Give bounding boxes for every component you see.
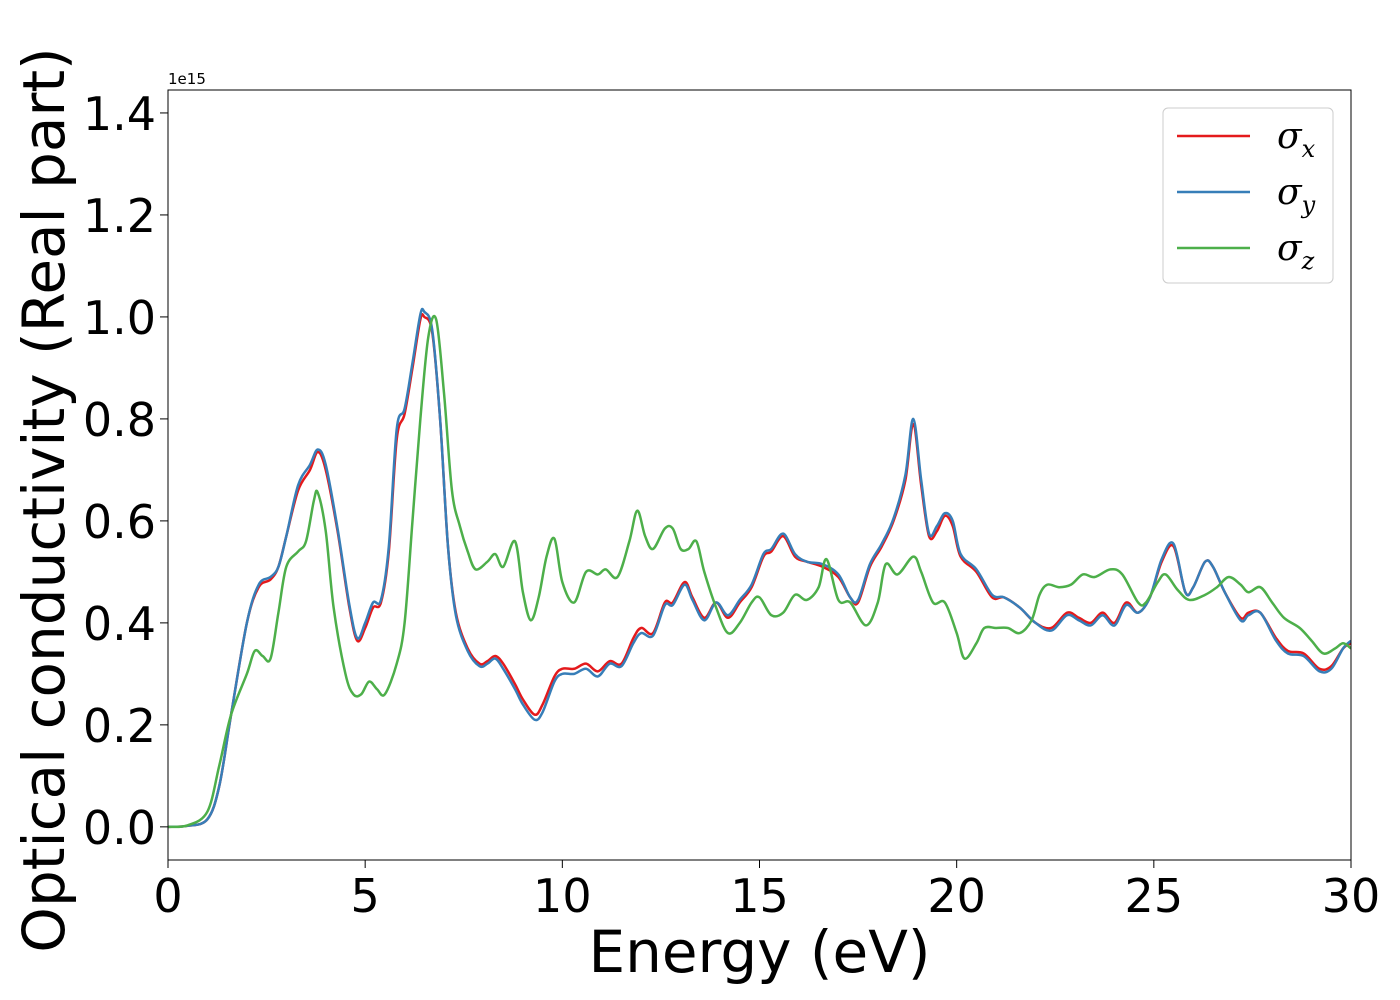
y-axis-label: Optical conductivity (Real part) — [10, 47, 78, 952]
y-tick-label: 0.6 — [83, 495, 156, 549]
x-tick-label: 30 — [1322, 869, 1381, 923]
x-axis: 0 5 10 15 20 25 30 — [153, 860, 1380, 923]
legend-label: σx — [1277, 116, 1316, 163]
y-tick-label: 0.8 — [83, 393, 156, 447]
y-offset-label: 1e15 — [168, 70, 206, 88]
legend-item-z: σz — [1177, 228, 1315, 275]
legend-box — [1162, 107, 1334, 284]
legend: σx σy σz — [1162, 107, 1334, 284]
y-tick-label: 0.2 — [83, 699, 156, 753]
y-axis: 0.0 0.2 0.4 0.6 0.8 1.0 1.2 1.4 — [83, 87, 168, 855]
y-tick-label: 1.4 — [83, 87, 156, 141]
x-tick-label: 10 — [533, 869, 592, 923]
y-tick-label: 0.4 — [83, 597, 156, 651]
legend-item-x: σx — [1177, 116, 1316, 163]
series-line-y — [168, 307, 1351, 829]
series-line-z — [168, 314, 1351, 829]
x-tick-label: 0 — [153, 869, 182, 923]
x-tick-label: 20 — [927, 869, 986, 923]
y-tick-label: 1.2 — [83, 189, 156, 243]
series-line-x — [168, 312, 1351, 829]
x-tick-label: 5 — [351, 869, 380, 923]
legend-label: σz — [1277, 228, 1315, 275]
legend-item-y: σy — [1177, 172, 1316, 219]
y-tick-label: 1.0 — [83, 291, 156, 345]
legend-label: σy — [1277, 172, 1316, 219]
x-tick-label: 25 — [1125, 869, 1184, 923]
series-layer — [168, 307, 1351, 829]
x-tick-label: 15 — [730, 869, 789, 923]
y-tick-label: 0.0 — [83, 801, 156, 855]
x-axis-label: Energy (eV) — [588, 918, 930, 986]
